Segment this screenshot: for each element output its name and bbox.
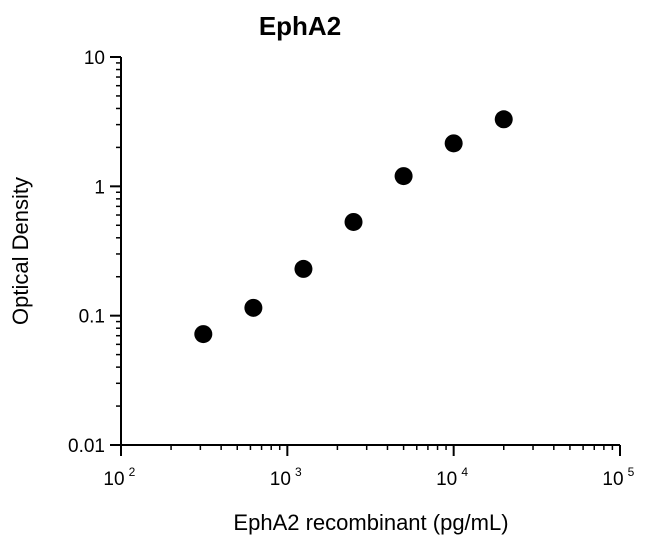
data-point: [244, 298, 263, 317]
y-axis-label: Optical Density: [8, 177, 33, 325]
x-tick-label: 10: [436, 469, 457, 490]
y-ticks: 10 1 0.1 0.01: [68, 48, 121, 457]
x-axis-label: EphA2 recombinant (pg/mL): [233, 510, 508, 535]
x-tick-exponent: 4: [461, 465, 468, 479]
x-tick-label: 10: [103, 469, 124, 490]
data-point: [344, 212, 363, 231]
data-point: [394, 167, 413, 186]
y-tick-label: 1: [94, 177, 105, 198]
data-point: [444, 134, 463, 153]
x-tick-exponent: 2: [129, 465, 136, 479]
y-tick-label: 0.1: [79, 307, 105, 328]
x-axis: 10 2 10 3 10 4 10 5: [103, 444, 635, 490]
x-tick-label: 10: [602, 469, 623, 490]
data-points: [194, 110, 513, 344]
y-axis: 10 1 0.1 0.01: [68, 48, 122, 457]
chart-title: EphA2: [259, 11, 341, 41]
y-tick-label: 0.01: [68, 436, 105, 457]
x-tick-exponent: 5: [628, 465, 635, 479]
x-tick-label: 10: [270, 469, 291, 490]
data-point: [194, 325, 213, 344]
x-ticks: 10 2 10 3 10 4 10 5: [103, 445, 635, 490]
x-tick-exponent: 3: [295, 465, 302, 479]
y-tick-label: 10: [84, 48, 105, 69]
data-point: [294, 259, 313, 278]
data-point: [494, 110, 513, 129]
